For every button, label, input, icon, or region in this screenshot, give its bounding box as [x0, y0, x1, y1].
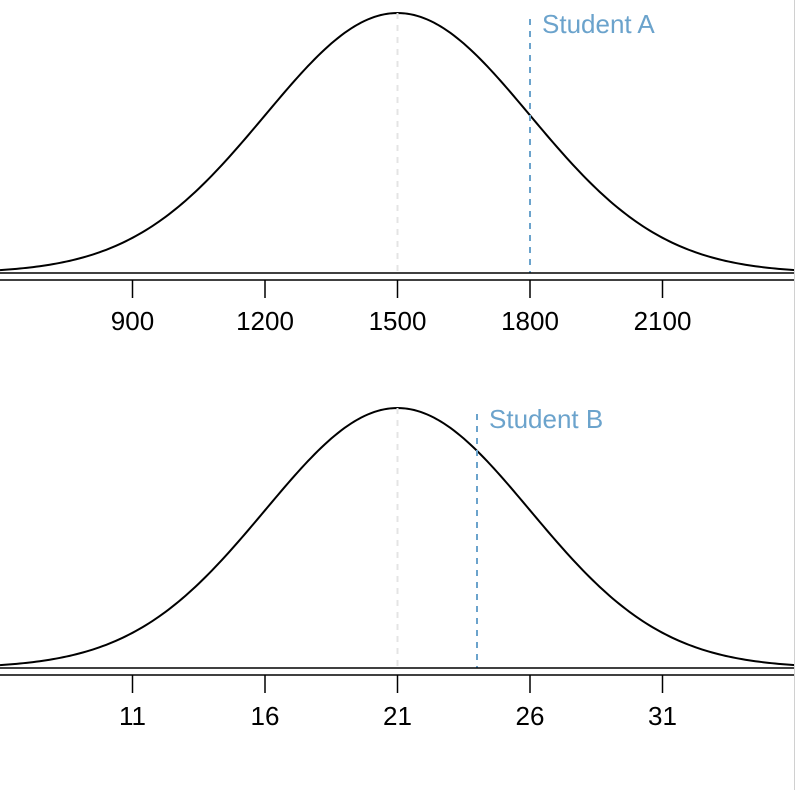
tick-label: 26 — [516, 701, 545, 731]
panel-top: Student A 900 1200 1500 1800 2100 — [0, 0, 795, 395]
tick-label: 11 — [119, 701, 146, 731]
chart-bottom: Student B 11 16 21 26 31 — [0, 395, 795, 790]
tick-label: 1200 — [236, 306, 294, 336]
panel-bottom: Student B 11 16 21 26 31 — [0, 395, 795, 790]
tick-label: 21 — [383, 701, 412, 731]
marker-label: Student B — [489, 404, 603, 434]
marker-label: Student A — [542, 9, 655, 39]
tick-label: 1500 — [369, 306, 427, 336]
tick-label: 2100 — [634, 306, 692, 336]
tick-label: 16 — [251, 701, 280, 731]
tick-label: 1800 — [501, 306, 559, 336]
chart-top: Student A 900 1200 1500 1800 2100 — [0, 0, 795, 395]
tick-label: 31 — [648, 701, 677, 731]
tick-label: 900 — [111, 306, 154, 336]
figure-root: Student A 900 1200 1500 1800 2100 Student B 11 1… — [0, 0, 795, 790]
